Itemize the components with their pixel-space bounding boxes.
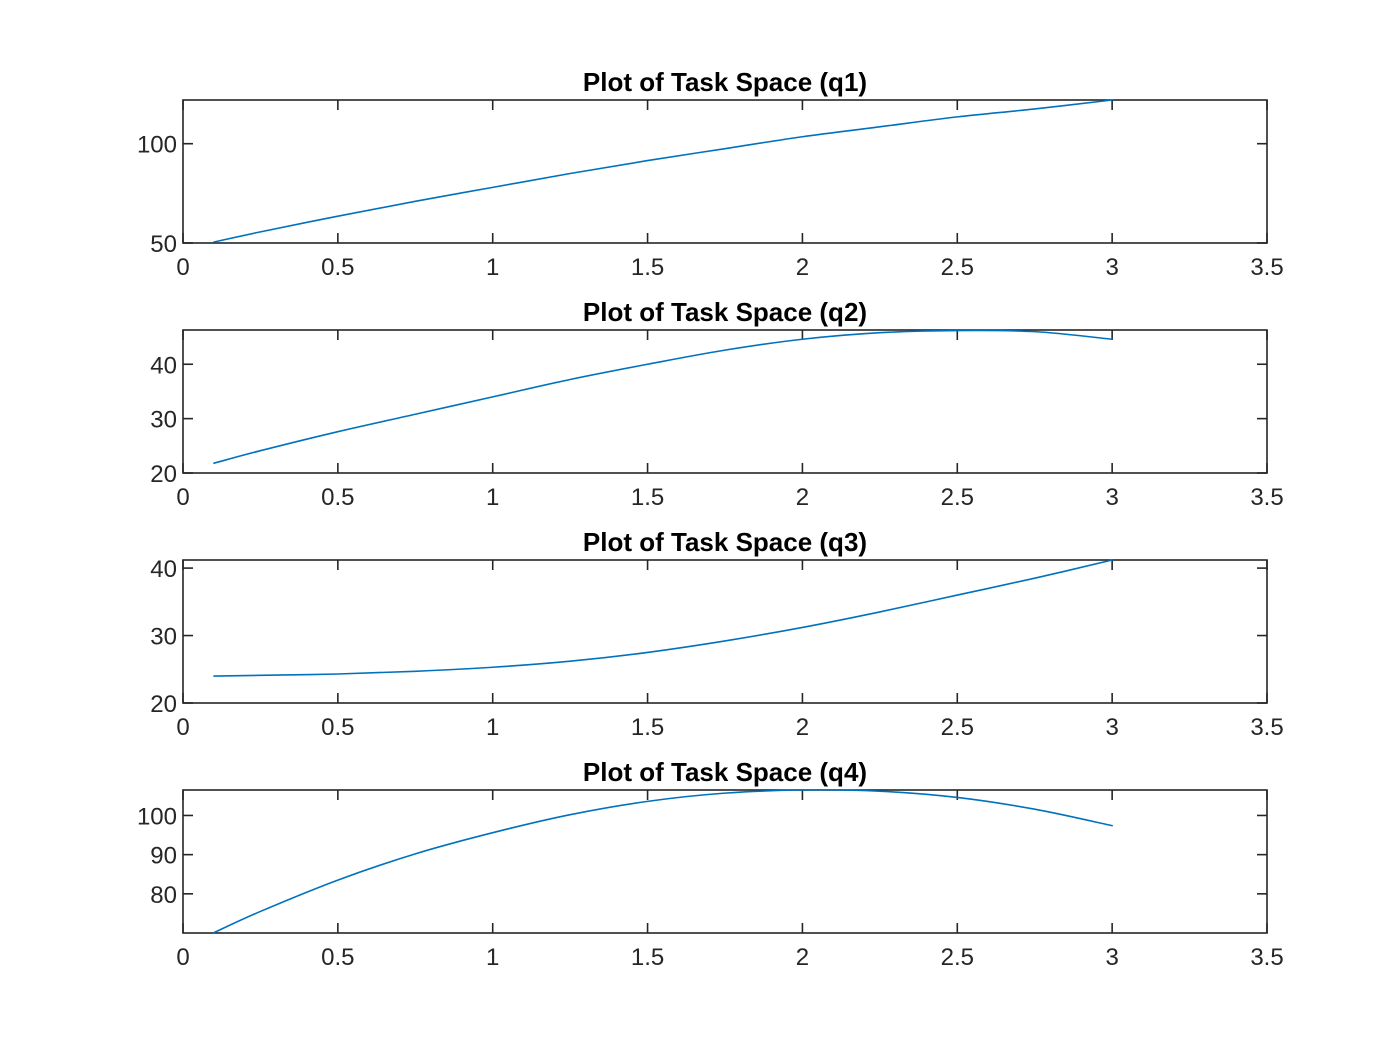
x-tick-label: 1 <box>486 254 499 281</box>
x-tick-label: 1 <box>486 944 499 971</box>
y-tick-label: 30 <box>150 407 177 434</box>
y-tick-label: 20 <box>150 691 177 718</box>
x-tick-label: 3 <box>1105 484 1118 511</box>
axes-box <box>182 789 1268 934</box>
x-tick-label: 3.5 <box>1250 254 1283 281</box>
x-tick-label: 0.5 <box>321 944 354 971</box>
x-tick-label: 0 <box>176 254 189 281</box>
y-tick-label: 90 <box>150 843 177 870</box>
y-tick-label: 30 <box>150 624 177 651</box>
subplot-q4: Plot of Task Space (q4) 0 0.5 1 1.5 2 2.5 3 3.5 8… <box>137 757 1284 971</box>
subplot-q3: Plot of Task Space (q3) 0 0.5 1 1.5 2 2.5 3 3.5 2… <box>150 527 1283 741</box>
axes-box <box>182 99 1268 244</box>
x-tick-label: 2.5 <box>941 944 974 971</box>
x-tick-label: 3 <box>1105 714 1118 741</box>
x-tick-label: 2 <box>796 944 809 971</box>
y-tick-label: 20 <box>150 461 177 488</box>
y-tick-label: 40 <box>150 556 177 583</box>
subplots: Plot of Task Space (q1) 0 0.5 1 1.5 2 2.5 3 3.5 5… <box>137 67 1284 971</box>
x-tick-label: 0 <box>176 944 189 971</box>
x-tick-label: 3.5 <box>1250 484 1283 511</box>
x-tick-label: 2 <box>796 484 809 511</box>
series-line-q3 <box>213 559 1113 677</box>
x-tick-label: 1 <box>486 484 499 511</box>
x-tick-label: 1.5 <box>631 714 664 741</box>
x-tick-label: 2.5 <box>941 714 974 741</box>
x-tick-label: 2 <box>796 254 809 281</box>
subplot-title: Plot of Task Space (q2) <box>583 297 867 327</box>
x-tick-label: 0.5 <box>321 714 354 741</box>
y-tick-label: 40 <box>150 352 177 379</box>
x-tick-label: 0.5 <box>321 254 354 281</box>
x-tick-label: 2.5 <box>941 254 974 281</box>
subplot-title: Plot of Task Space (q4) <box>583 757 867 787</box>
x-tick-label: 2 <box>796 714 809 741</box>
x-tick-label: 3 <box>1105 944 1118 971</box>
x-tick-label: 1.5 <box>631 944 664 971</box>
axes-box <box>182 329 1268 474</box>
x-tick-label: 1 <box>486 714 499 741</box>
axes-box <box>182 559 1268 704</box>
x-tick-label: 0 <box>176 484 189 511</box>
y-tick-label: 80 <box>150 882 177 909</box>
y-tick-label: 100 <box>137 132 177 159</box>
subplot-title: Plot of Task Space (q3) <box>583 527 867 557</box>
subplot-q1: Plot of Task Space (q1) 0 0.5 1 1.5 2 2.5 3 3.5 5… <box>137 67 1284 281</box>
series-line-q4 <box>213 789 1113 934</box>
x-tick-label: 3.5 <box>1250 944 1283 971</box>
subplot-title: Plot of Task Space (q1) <box>583 67 867 97</box>
x-tick-label: 0 <box>176 714 189 741</box>
x-tick-label: 2.5 <box>941 484 974 511</box>
y-tick-label: 50 <box>150 231 177 258</box>
subplot-q2: Plot of Task Space (q2) 0 0.5 1 1.5 2 2.5 3 3.5 2… <box>150 297 1283 511</box>
x-tick-label: 3 <box>1105 254 1118 281</box>
series-line-q1 <box>213 99 1113 243</box>
x-tick-label: 3.5 <box>1250 714 1283 741</box>
series-line-q2 <box>213 329 1113 465</box>
x-tick-label: 1.5 <box>631 484 664 511</box>
x-tick-label: 0.5 <box>321 484 354 511</box>
y-tick-label: 100 <box>137 803 177 830</box>
x-tick-label: 1.5 <box>631 254 664 281</box>
